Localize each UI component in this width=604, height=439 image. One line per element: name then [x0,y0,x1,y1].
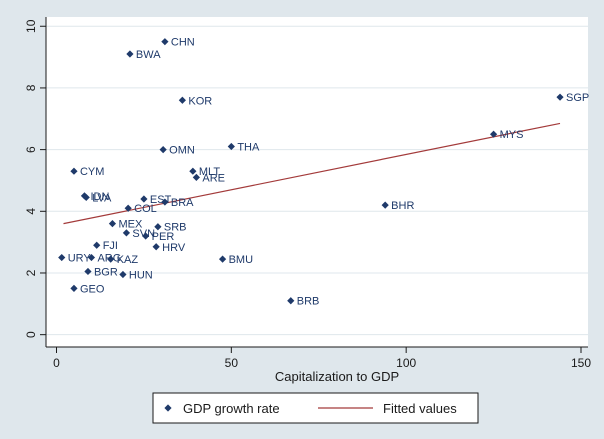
point-label-kor: KOR [188,95,212,107]
data-point-brb [287,297,295,305]
y-tick-label: 0 [24,331,38,338]
point-label-tha: THA [237,142,260,154]
data-point-srb [154,223,162,231]
data-point-mys [489,130,498,138]
data-point-kor [178,96,186,104]
point-label-per: PER [152,231,175,243]
point-label-hun: HUN [129,270,153,282]
data-point-fji [93,241,101,249]
data-point-hrv [152,243,160,251]
point-label-mlt: MLT [199,166,220,178]
point-label-srb: SRB [164,222,187,234]
legend-box [152,392,479,424]
data-point-svn [122,229,131,237]
data-point-ury [58,253,66,262]
data-point-per [142,232,150,240]
data-point-kaz [107,255,115,263]
point-label-cym: CYM [80,166,104,178]
legend-label-fitted-values: Fitted values [383,401,457,416]
data-point-tha [227,142,235,151]
x-axis-title: Capitalization to GDP [275,369,399,384]
point-label-kaz: KAZ [117,254,139,266]
fitted-line-layer [63,122,561,225]
point-label-ury: URY [68,253,92,265]
grid-lines [46,25,588,336]
data-point-sgp [556,93,564,101]
data-point-omn [159,146,167,154]
point-label-sgp: SGP [566,92,589,104]
data-point-chn [161,38,169,46]
data-point-bwa [126,50,134,58]
point-label-are: ARE [202,172,225,184]
point-label-geo: GEO [80,283,105,295]
y-tick-label: 10 [24,19,38,33]
point-label-bwa: BWA [136,49,161,61]
point-label-bmu: BMU [229,254,254,266]
data-point-cym [70,167,78,175]
point-label-brb: BRB [297,296,320,308]
data-point-arg [87,253,96,262]
point-label-bra: BRA [171,197,194,209]
y-tick-label: 4 [24,208,38,215]
data-point-hun [119,270,127,279]
data-point-are [192,173,200,181]
point-label-fji: FJI [103,240,118,252]
data-point-bhr [381,201,389,209]
point-label-mys: MYS [500,129,524,141]
data-point-est [140,195,148,203]
legend-label-gdp-growth: GDP growth rate [183,401,280,416]
point-label-col: COL [134,203,157,215]
point-label-mex: MEX [118,219,143,231]
point-label-bgr: BGR [94,266,118,278]
x-tick-label: 150 [571,356,591,370]
data-point-lva [82,193,90,202]
x-tick-label: 0 [53,356,60,370]
point-label-idn: IDN [90,191,109,203]
data-point-mex [108,220,117,228]
y-tick-label: 8 [24,84,38,91]
data-point-bgr [84,267,92,276]
point-label-hrv: HRV [162,242,186,254]
point-label-bhr: BHR [391,200,414,212]
point-label-chn: CHN [171,37,195,49]
point-label-lva: LVA [92,192,112,204]
plot-area [46,17,588,347]
legend: GDP growth rate Fitted values [152,392,479,424]
fitted-line [63,122,561,225]
data-point-mlt [189,167,197,175]
data-point-bra [161,198,169,206]
legend-marker-icon [164,404,172,412]
x-tick-label: 100 [396,356,416,370]
point-label-omn: OMN [169,145,195,157]
point-label-svn: SVN [132,228,155,240]
data-point-bmu [218,255,227,263]
data-point-col [124,204,132,212]
data-point-geo [70,284,78,293]
y-tick-label: 2 [24,269,38,276]
x-tick-label: 50 [225,356,239,370]
y-tick-label: 6 [24,146,38,153]
